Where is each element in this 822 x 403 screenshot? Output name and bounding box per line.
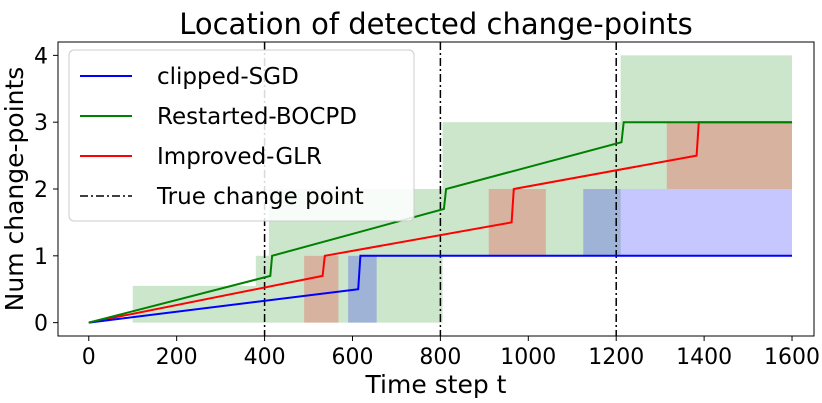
y-tick-label: 3 <box>34 111 48 136</box>
chart-title: Location of detected change-points <box>179 7 693 41</box>
legend-label-improved-glr: Improved-GLR <box>157 144 322 170</box>
y-tick-label: 2 <box>34 178 48 203</box>
x-axis-label: Time step t <box>365 370 507 399</box>
x-tick-label: 200 <box>156 345 198 370</box>
band-restarted-bocpd-3 <box>442 122 621 256</box>
x-tick-label: 600 <box>331 345 373 370</box>
x-tick-label: 1200 <box>588 345 644 370</box>
y-axis-label: Num change-points <box>0 67 29 312</box>
series-lines <box>88 121 792 324</box>
x-tick-label: 0 <box>82 345 96 370</box>
band-improved-glr-2 <box>666 122 793 189</box>
band-improved-glr-1 <box>488 189 546 256</box>
legend-label-clipped-sgd: clipped-SGD <box>157 64 299 90</box>
x-tick-label: 1000 <box>500 345 556 370</box>
x-tick-label: 1600 <box>764 345 820 370</box>
legend-box <box>68 49 415 222</box>
x-tick-label: 1400 <box>676 345 732 370</box>
band-restarted-bocpd-1 <box>255 255 269 323</box>
x-tick-label: 400 <box>244 345 286 370</box>
series-line-improved-glr <box>88 121 792 324</box>
series-line-restarted-bocpd <box>88 121 792 324</box>
y-ticks: 0 1 2 3 4 <box>34 44 58 337</box>
y-tick-label: 0 <box>34 312 48 337</box>
plot-frame <box>57 41 815 337</box>
legend-label-restarted-bocpd: Restarted-BOCPD <box>157 104 357 130</box>
band-clipped-sgd-2 <box>583 189 793 256</box>
y-tick-label: 4 <box>34 44 48 69</box>
legend-label-true-change-point: True change point <box>156 184 364 210</box>
y-tick-label: 1 <box>34 245 48 270</box>
band-improved-glr-0 <box>304 255 339 323</box>
band-clipped-sgd-1 <box>358 255 377 323</box>
x-ticks: 0 200 400 600 800 1000 1200 1400 1600 <box>82 336 820 370</box>
x-tick-label: 800 <box>419 345 461 370</box>
legend: clipped-SGD Restarted-BOCPD Improved-GLR… <box>68 49 415 222</box>
series-line-clipped-sgd <box>88 254 792 324</box>
